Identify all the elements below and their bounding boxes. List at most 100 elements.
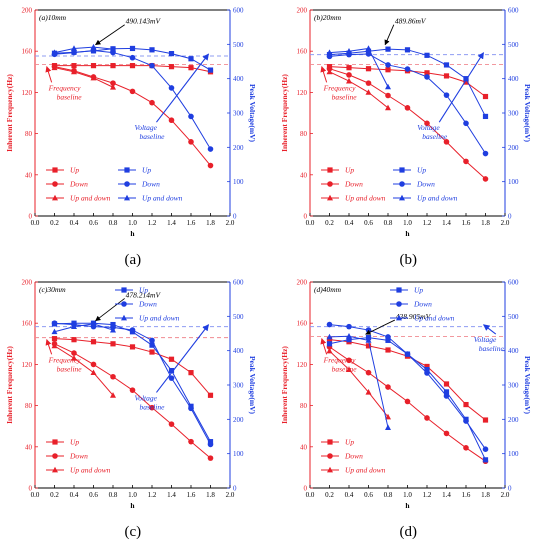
data-point-right-triangle — [90, 43, 97, 50]
legend-label-right: Up — [414, 286, 423, 295]
x-tick-label: 0.4 — [345, 491, 354, 499]
data-point-left-square — [385, 347, 391, 353]
legend-marker-right-circle — [396, 301, 402, 307]
data-point-left-square — [188, 370, 194, 376]
panel-title: (c)30mm — [39, 285, 66, 294]
y-right-tick-label: 500 — [233, 41, 244, 49]
y-right-axis-label: Peak Voltage(mV) — [523, 84, 532, 143]
legend-marker-right-circle — [399, 181, 405, 187]
voltage-baseline-label: Voltage — [134, 393, 157, 402]
x-tick-label: 1.0 — [403, 491, 412, 499]
data-point-right-circle — [346, 323, 352, 330]
data-point-right-circle — [51, 320, 58, 326]
x-tick-label: 2.0 — [501, 491, 510, 499]
series-line-right-circle — [54, 322, 211, 445]
data-point-right-circle — [129, 54, 136, 61]
x-tick-label: 0.4 — [70, 219, 79, 227]
data-point-left-triangle — [346, 366, 352, 372]
data-point-right-square — [482, 457, 489, 463]
frequency-baseline-label: baseline — [57, 92, 83, 101]
data-point-right-circle — [482, 446, 489, 453]
data-point-left-triangle — [385, 413, 391, 420]
data-point-right-circle — [71, 49, 77, 56]
legend-marker-right-triangle — [121, 314, 127, 321]
data-point-right-square — [188, 56, 194, 62]
y-right-tick-label: 400 — [508, 347, 519, 355]
y-left-tick-label: 40 — [25, 171, 33, 179]
y-right-tick-label: 300 — [233, 382, 244, 390]
y-right-tick-label: 300 — [508, 110, 519, 118]
y-right-tick-label: 400 — [233, 75, 244, 83]
data-point-right-circle — [482, 150, 489, 157]
data-point-left-square — [168, 64, 175, 70]
data-point-left-triangle — [51, 64, 58, 71]
x-tick-label: 1.8 — [206, 219, 215, 227]
x-tick-label: 1.4 — [167, 491, 176, 499]
data-point-left-square — [326, 337, 333, 343]
x-tick-label: 0.8 — [384, 219, 393, 227]
x-tick-label: 0.8 — [109, 219, 118, 227]
x-tick-label: 0.0 — [31, 491, 40, 499]
data-point-left-circle — [385, 384, 391, 390]
data-point-left-circle — [207, 162, 214, 169]
legend-label-right: Up and down — [414, 314, 455, 323]
data-point-right-circle — [168, 85, 175, 91]
panel-title: (d)40mm — [314, 285, 342, 294]
peak-annotation-arrow — [95, 298, 125, 322]
data-point-left-square — [424, 70, 430, 76]
y-right-tick-label: 600 — [233, 279, 244, 287]
legend-marker-left-circle — [327, 181, 333, 187]
y-left-tick-label: 120 — [297, 361, 308, 369]
x-tick-label: 0.6 — [89, 491, 98, 499]
x-axis-label: h — [405, 501, 410, 510]
data-point-left-circle — [424, 415, 430, 421]
y-left-tick-label: 80 — [25, 130, 33, 138]
data-point-right-square — [404, 47, 411, 53]
data-point-right-triangle — [385, 83, 391, 90]
data-point-right-triangle — [346, 333, 352, 339]
data-point-right-circle — [326, 321, 333, 328]
data-point-left-circle — [463, 158, 469, 165]
legend-label-right: Up — [417, 166, 426, 175]
x-axis-label: h — [130, 501, 135, 510]
data-point-right-circle — [424, 74, 430, 80]
x-tick-label: 1.4 — [442, 219, 451, 227]
data-point-left-circle — [168, 421, 175, 427]
x-tick-label: 0.4 — [345, 219, 354, 227]
data-point-right-circle — [365, 51, 372, 57]
data-point-left-circle — [346, 72, 352, 78]
data-point-right-triangle — [326, 49, 333, 55]
x-tick-label: 1.6 — [462, 219, 471, 227]
legend-marker-left-square — [327, 167, 333, 173]
legend-marker-right-square — [396, 287, 402, 293]
x-tick-label: 1.6 — [187, 491, 196, 499]
data-point-left-circle — [404, 105, 411, 111]
data-point-left-square — [149, 349, 155, 355]
panel-d: 0.0 0.2 0.4 0.6 0.8 1.0 1.2 1.4 1.6 1.8 2.00408012… — [280, 279, 532, 541]
data-point-left-triangle — [90, 369, 97, 376]
y-left-tick-label: 120 — [22, 89, 33, 97]
data-point-left-triangle — [51, 342, 58, 349]
data-point-right-triangle — [385, 424, 391, 430]
data-point-left-square — [51, 336, 58, 342]
data-point-left-circle — [207, 455, 214, 461]
voltage-baseline-label: Voltage — [417, 123, 440, 132]
series-line-right-triangle — [54, 323, 114, 333]
x-tick-label: 0.2 — [325, 219, 334, 227]
data-point-right-square — [385, 337, 391, 343]
data-point-right-circle — [207, 441, 214, 448]
y-right-tick-label: 0 — [508, 213, 512, 221]
x-tick-label: 0.0 — [306, 491, 315, 499]
y-right-tick-label: 600 — [508, 279, 519, 287]
data-point-left-circle — [168, 117, 175, 124]
series-line-right-triangle — [54, 46, 114, 54]
y-left-axis-label: Inherent Frequency(Hz) — [5, 346, 14, 424]
y-left-axis-label: Inherent Frequency(Hz) — [5, 74, 14, 152]
legend-label-right: Up and down — [142, 194, 183, 203]
peak-annotation-arrow — [95, 24, 125, 46]
data-point-right-triangle — [365, 337, 372, 343]
legend-marker-right-triangle — [399, 194, 405, 201]
data-point-left-circle — [149, 404, 155, 411]
data-point-right-circle — [129, 327, 136, 333]
